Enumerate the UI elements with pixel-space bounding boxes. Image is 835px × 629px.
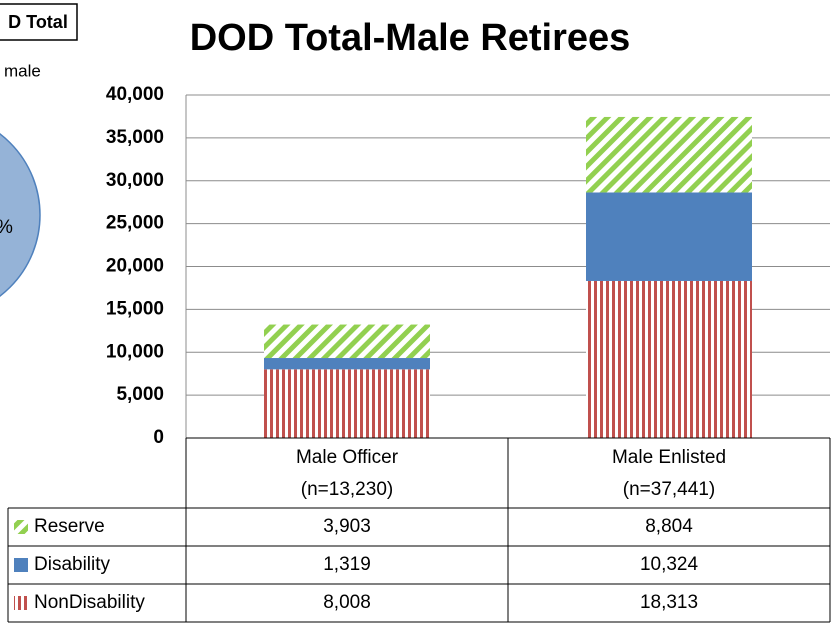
y-tick-label: 15,000 — [106, 298, 164, 319]
data-label: 10,324 — [640, 554, 699, 575]
pie-fragment — [0, 133, 41, 297]
x-tick-label: Male Enlisted — [612, 447, 726, 468]
y-tick-label: 30,000 — [106, 170, 164, 191]
x-tick-label: Male Officer — [296, 447, 399, 468]
chart-title: DOD Total-Male Retirees — [190, 17, 631, 59]
legend-swatch — [14, 520, 28, 534]
y-tick-label: 35,000 — [106, 127, 164, 148]
bar-segment — [264, 324, 430, 359]
y-tick-label: 0 — [153, 427, 164, 448]
x-tick-sublabel: (n=37,441) — [623, 479, 715, 500]
bar-segment — [586, 116, 752, 193]
legend-label: Reserve — [34, 516, 105, 537]
x-tick-sublabel: (n=13,230) — [301, 479, 393, 500]
bar-segment — [264, 369, 430, 438]
y-tick-label: 25,000 — [106, 213, 164, 234]
y-tick-label: 10,000 — [106, 341, 164, 362]
bar-segment — [264, 358, 430, 370]
legend-label: NonDisability — [34, 592, 145, 613]
y-tick-label: 20,000 — [106, 256, 164, 277]
data-label: 8,804 — [645, 516, 693, 537]
data-label: 18,313 — [640, 592, 698, 613]
box-fragment — [0, 3, 78, 41]
box-text: D Total — [8, 12, 68, 32]
bar-segment — [586, 280, 752, 438]
legend-label: Disability — [34, 554, 111, 575]
y-tick-label: 40,000 — [106, 84, 164, 105]
y-tick-label: 5,000 — [116, 384, 164, 405]
pie-label-fragment: % — [0, 217, 13, 238]
legend-fragment: male — [4, 61, 41, 80]
legend-swatch — [14, 558, 28, 572]
legend-swatch — [14, 596, 28, 610]
data-label: 8,008 — [323, 592, 371, 613]
bar-segment — [586, 192, 752, 281]
data-label: 1,319 — [323, 554, 371, 575]
data-label: 3,903 — [323, 516, 371, 537]
